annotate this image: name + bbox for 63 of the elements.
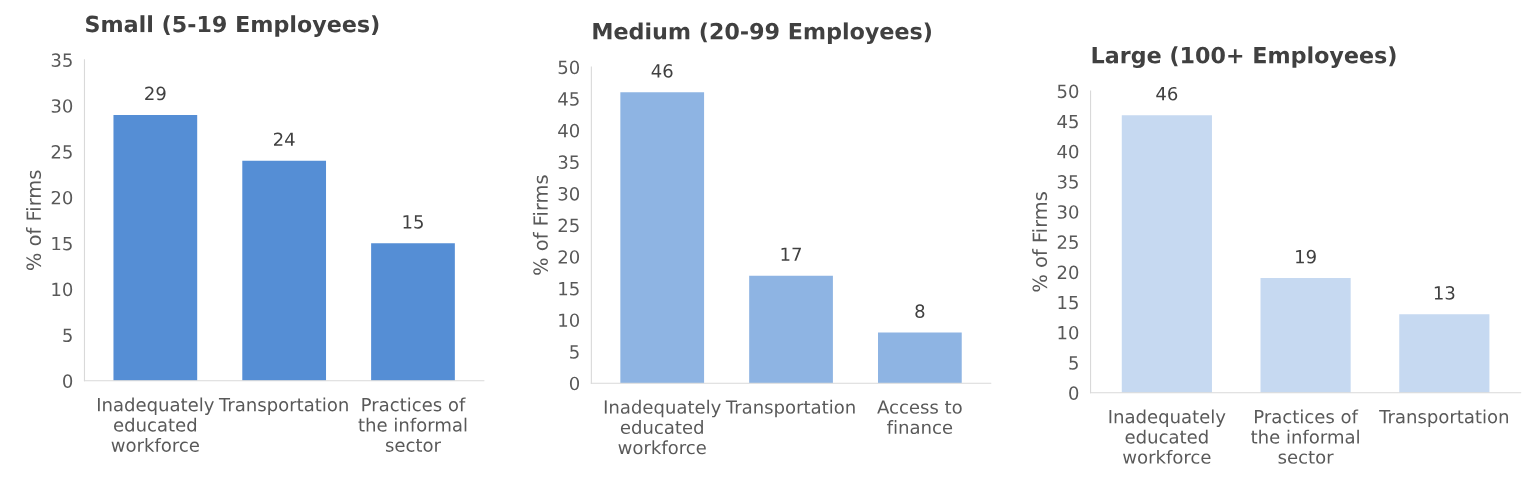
y-tick-label: 30 <box>558 186 580 201</box>
data-label: 13 <box>1434 286 1455 300</box>
x-tick-label: Practices of the informal sector <box>358 397 467 452</box>
x-tick-label: Practices of the informal sector <box>1251 409 1359 464</box>
bar <box>620 92 705 384</box>
y-tick-label: 5 <box>570 345 579 359</box>
y-tick-label: 0 <box>1069 386 1079 400</box>
bar <box>1121 115 1212 393</box>
y-tick-label: 30 <box>51 99 73 113</box>
bar <box>242 160 327 381</box>
y-tick-label: 50 <box>558 60 580 75</box>
data-label: 17 <box>781 247 801 261</box>
y-axis-title: % of Firms <box>26 170 42 271</box>
y-tick-label: 25 <box>558 218 579 233</box>
y-axis-title: % of Firms <box>532 175 548 275</box>
y-tick-label: 35 <box>51 53 72 67</box>
y-tick-label: 40 <box>1057 144 1079 159</box>
y-tick-label: 30 <box>1057 205 1079 219</box>
data-label: 24 <box>274 132 295 146</box>
y-tick-label: 20 <box>1057 265 1079 280</box>
y-tick-label: 0 <box>569 376 580 391</box>
bar <box>371 243 455 381</box>
x-tick-label: Transportation <box>725 399 855 418</box>
chart-title: Medium (20-99 Employees) <box>593 22 931 45</box>
y-tick-label: 15 <box>559 282 579 296</box>
y-axis-title: % of Firms <box>1032 192 1048 292</box>
y-tick-label: 35 <box>558 155 579 170</box>
y-tick-label: 10 <box>559 313 580 328</box>
y-tick-label: 20 <box>51 190 73 205</box>
bar <box>113 114 198 381</box>
y-tick-label: 25 <box>51 145 72 159</box>
x-tick-label: Inadequately educated workforce <box>97 397 214 452</box>
x-tick-label: Access to finance <box>877 400 962 435</box>
data-label: 8 <box>915 304 925 319</box>
y-tick-label: 0 <box>63 374 73 388</box>
x-tick-label: Transportation <box>1379 409 1508 427</box>
data-label: 46 <box>1156 86 1178 101</box>
bar <box>749 275 833 384</box>
bar <box>1399 314 1490 393</box>
bar <box>1260 278 1351 393</box>
y-tick-label: 40 <box>558 123 580 138</box>
y-tick-label: 5 <box>63 328 72 343</box>
data-label: 15 <box>403 215 423 229</box>
y-tick-label: 45 <box>1057 114 1078 129</box>
y-tick-label: 10 <box>52 282 73 297</box>
data-label: 46 <box>651 64 673 78</box>
y-tick-label: 35 <box>1057 175 1078 189</box>
x-tick-label: Transportation <box>218 397 348 415</box>
y-tick-label: 5 <box>1069 356 1078 370</box>
x-tick-label: Inadequately educated workforce <box>604 399 721 455</box>
data-label: 29 <box>145 86 166 101</box>
y-tick-label: 15 <box>52 236 72 251</box>
y-tick-label: 25 <box>1057 235 1078 250</box>
y-tick-label: 20 <box>558 250 580 264</box>
y-tick-label: 15 <box>1058 295 1078 310</box>
y-tick-label: 45 <box>558 92 579 106</box>
data-label: 19 <box>1296 249 1316 264</box>
chart-title: Small (5-19 Employees) <box>86 15 379 37</box>
bar <box>878 332 962 384</box>
x-tick-label: Inadequately educated workforce <box>1109 409 1226 464</box>
y-tick-label: 10 <box>1058 325 1079 340</box>
y-tick-label: 50 <box>1057 84 1079 99</box>
chart-title: Large (100+ Employees) <box>1092 46 1396 69</box>
